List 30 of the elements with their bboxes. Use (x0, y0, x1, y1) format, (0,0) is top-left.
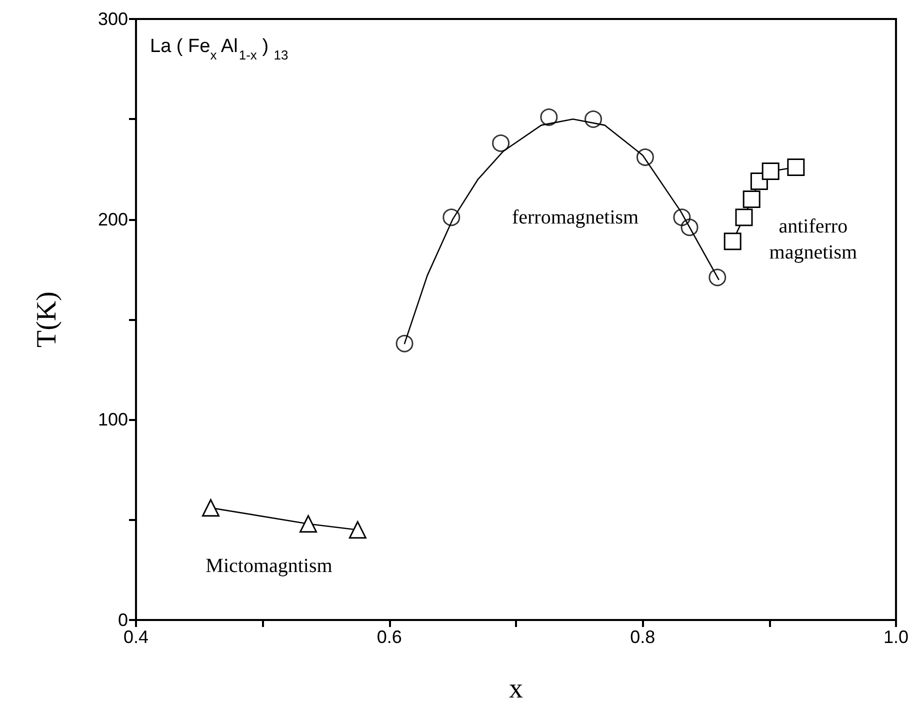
point (724, 232, 742, 250)
point (492, 134, 510, 152)
x-tick-label: 0.6 (376, 627, 402, 647)
point (584, 110, 602, 128)
point (680, 218, 698, 236)
point (787, 158, 805, 176)
point (442, 208, 460, 226)
point (673, 208, 691, 226)
x-tick-label: 1.0 (883, 627, 909, 647)
y-tick-label: 200 (98, 209, 128, 230)
annotation: ferromagnetism (512, 206, 640, 228)
y-tick-label: 0 (118, 610, 128, 630)
x-axis-title: x (509, 674, 523, 704)
point (735, 208, 753, 226)
x-tick-label: 0.4 (123, 627, 149, 647)
point (348, 521, 366, 539)
point (636, 148, 654, 166)
point (396, 334, 414, 352)
annotation: Mictomagntism (206, 554, 333, 577)
y-tick-label: 100 (98, 410, 128, 430)
point (762, 162, 780, 180)
x-tick-label: 0.8 (630, 627, 656, 647)
point (202, 499, 220, 517)
point (742, 190, 760, 208)
point (708, 268, 726, 286)
point (540, 108, 558, 126)
point (300, 515, 318, 533)
y-tick-label: 300 (98, 9, 128, 29)
y-axis-title: T(K) (32, 292, 62, 348)
annotation: antiferro magnetism (769, 216, 858, 264)
